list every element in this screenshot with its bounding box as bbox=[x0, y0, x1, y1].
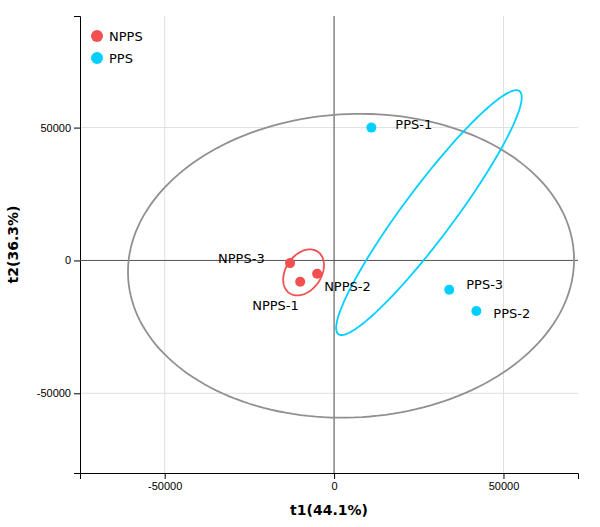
x-axis-title: t1(44.1%) bbox=[290, 502, 368, 518]
legend-item: PPS bbox=[91, 51, 133, 66]
tick: 50000 bbox=[40, 122, 80, 134]
tick-mark bbox=[74, 393, 80, 394]
tick-mark bbox=[334, 473, 335, 479]
tick: -50000 bbox=[37, 387, 80, 399]
tick: -50000 bbox=[148, 473, 182, 492]
tick-label: 0 bbox=[65, 254, 71, 266]
tick-mark bbox=[74, 128, 80, 129]
ellipse bbox=[128, 114, 574, 418]
legend-marker bbox=[91, 30, 103, 42]
legend-marker bbox=[91, 52, 103, 64]
grid-line bbox=[80, 393, 578, 394]
plot-area: -50000050000-50000050000NPPS-1NPPS-2NPPS… bbox=[37, 16, 579, 492]
grid-line bbox=[334, 16, 335, 473]
series bbox=[285, 258, 322, 287]
tick-label: 50000 bbox=[489, 480, 520, 492]
series bbox=[366, 123, 481, 316]
axis-line bbox=[81, 474, 579, 480]
tick-mark bbox=[165, 473, 166, 479]
chart: -50000050000-50000050000NPPS-1NPPS-2NPPS… bbox=[0, 0, 600, 527]
point-label: PPS-2 bbox=[493, 306, 530, 321]
point-label: PPS-1 bbox=[395, 117, 432, 132]
axis-line bbox=[74, 17, 81, 474]
ellipse bbox=[336, 90, 522, 335]
point bbox=[366, 123, 376, 133]
point-label: NPPS-2 bbox=[324, 279, 371, 294]
tick: 0 bbox=[65, 254, 80, 266]
grid bbox=[80, 16, 578, 473]
tick-label: 50000 bbox=[40, 122, 71, 134]
tick-mark bbox=[74, 260, 80, 261]
tick-mark bbox=[503, 473, 504, 479]
point bbox=[444, 285, 454, 295]
ellipse bbox=[283, 249, 324, 295]
point-label: PPS-3 bbox=[466, 277, 503, 292]
tick-label: -50000 bbox=[148, 480, 182, 492]
legend-label: NPPS bbox=[109, 29, 143, 44]
point-label: NPPS-3 bbox=[218, 251, 265, 266]
tick-label: -50000 bbox=[37, 387, 71, 399]
x-axis: -50000 0 50000 bbox=[81, 473, 579, 492]
grid-line bbox=[164, 16, 165, 473]
point bbox=[295, 277, 305, 287]
grid-line bbox=[80, 127, 578, 128]
reference-line bbox=[334, 16, 335, 473]
reference-line bbox=[80, 260, 578, 261]
point bbox=[471, 306, 481, 316]
legend: NPPS PPS bbox=[91, 29, 143, 66]
point-label: NPPS-1 bbox=[252, 298, 299, 313]
tick: 0 bbox=[332, 473, 338, 492]
tick-label: 0 bbox=[332, 480, 338, 492]
point-labels: NPPS-1 NPPS-2 NPPS-3 PPS-1 PPS-2 PPS-3 bbox=[218, 117, 530, 321]
legend-item: NPPS bbox=[91, 29, 143, 44]
point bbox=[285, 258, 295, 268]
grid-line bbox=[503, 16, 504, 473]
tick: 50000 bbox=[489, 473, 520, 492]
grid-line bbox=[80, 260, 578, 261]
legend-label: PPS bbox=[109, 51, 133, 66]
marks bbox=[80, 16, 578, 473]
point bbox=[312, 269, 322, 279]
y-axis: -50000 0 50000 bbox=[37, 17, 81, 474]
y-axis-title: t2(36.3%) bbox=[5, 206, 21, 284]
